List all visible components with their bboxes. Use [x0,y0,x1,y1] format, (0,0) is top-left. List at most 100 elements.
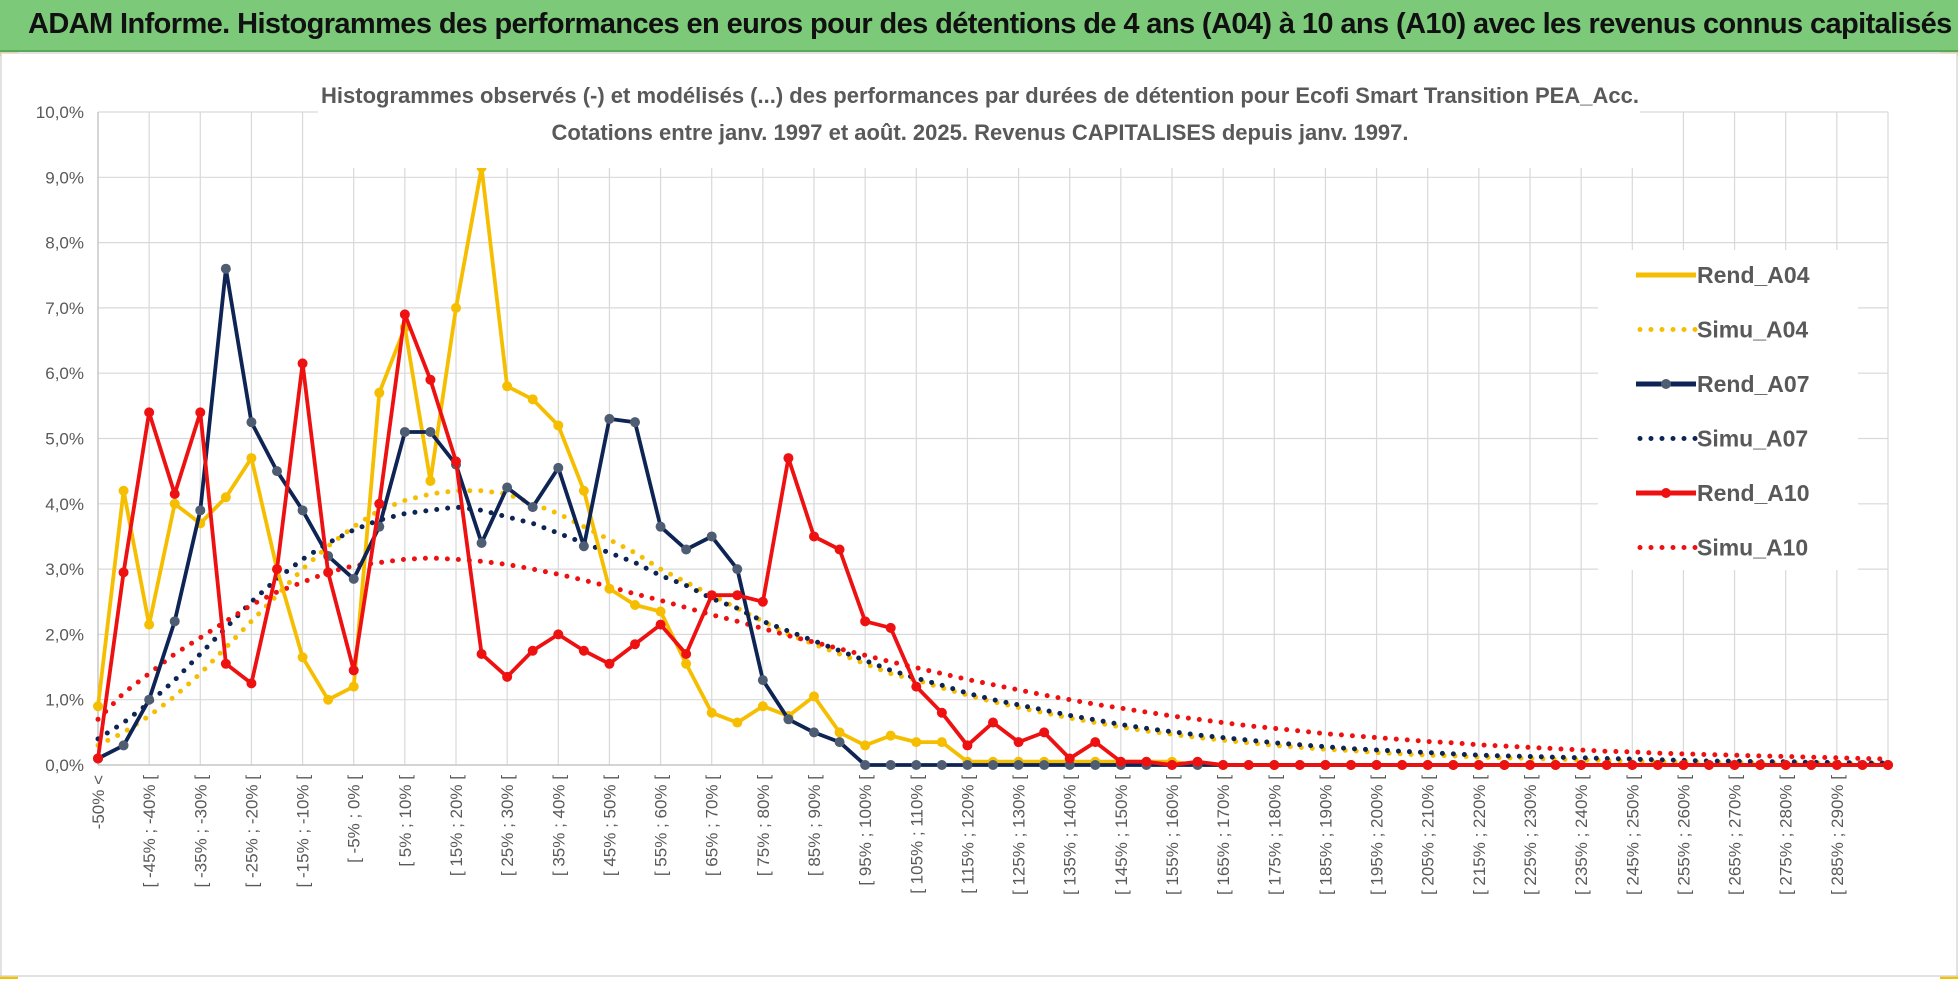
data-point [1831,760,1842,770]
x-tick-label: [ 185% ; 190% [ [1316,775,1335,895]
data-point [630,600,640,611]
legend-box [1598,250,1858,570]
data-point [1857,760,1868,770]
x-tick-label: [ 255% ; 260% [ [1674,775,1693,895]
data-point [425,426,436,437]
x-tick-label: [ 95% ; 100% [ [856,775,875,886]
x-tick-label: -50% < [89,775,108,829]
legend-item-rend_a04: Rend_A04 [1636,262,1810,288]
data-point [220,658,231,669]
data-point [169,616,180,627]
y-axis: 0,0% 1,0% 2,0% 3,0% 4,0% 5,0% 6,0% 7,0% 8,0% 9,0%… [36,103,99,775]
data-point [655,606,666,617]
data-point [578,541,589,552]
legend-label: Simu_A04 [1697,317,1808,343]
data-point [706,531,717,542]
y-tick-label: 10,0% [36,103,84,122]
data-point [553,462,564,473]
y-tick-label: 5,0% [45,430,84,449]
data-point [527,645,538,656]
data-point [655,619,666,630]
data-point [1473,760,1484,770]
x-tick-label: [ 115% ; 120% [ [958,775,977,894]
data-point [860,616,871,627]
legend-label: Rend_A04 [1697,262,1810,288]
histogram-chart: 0,0% 1,0% 2,0% 3,0% 4,0% 5,0% 6,0% 7,0% 8,0% 9,0%… [0,52,1958,977]
series-curve [95,504,1891,766]
data-point [451,302,461,313]
x-tick-label: [ 85% ; 90% [ [805,775,824,876]
y-tick-label: 0,0% [45,756,84,775]
data-point [272,564,282,575]
data-point [1397,760,1408,770]
data-point [1499,760,1510,770]
data-point [144,694,155,705]
data-point [195,407,206,418]
data-point [604,413,615,424]
data-point [1013,760,1024,770]
data-point [1039,727,1050,738]
data-point [1141,756,1152,767]
data-point [988,760,998,770]
data-point [1525,760,1535,770]
x-tick-label: [ 65% ; 70% [ [703,775,722,876]
data-point [553,629,564,640]
corner-mark-bottom-right [1940,975,1958,979]
data-point [604,583,615,594]
x-tick-label: [ 25% ; 30% [ [498,775,517,876]
data-point [502,482,513,493]
data-point [885,730,896,741]
data-point [374,498,385,509]
data-point [1576,760,1587,770]
data-point [246,453,257,464]
x-tick-label: [ -45% ; -40% [ [140,775,159,888]
y-tick-label: 8,0% [45,234,84,253]
title-box [318,74,1640,168]
data-point [809,531,819,542]
data-point [118,740,129,751]
chart-title: Histogrammes observés (-) et modélisés (… [321,83,1639,108]
y-tick-label: 1,0% [45,691,84,710]
data-point [1115,756,1126,767]
legend-label: Rend_A07 [1697,371,1809,397]
data-point [783,453,794,464]
data-point [834,544,845,555]
data-point [476,537,487,548]
gridlines [97,111,1889,766]
x-tick-label: [ -25% ; -20% [ [242,775,261,888]
data-point [1704,760,1714,770]
legend-label: Simu_A07 [1697,426,1808,452]
series-rend_a10 [93,309,1893,770]
x-tick-label: [ 105% ; 110% [ [907,775,926,894]
x-tick-label: [ 265% ; 270% [ [1726,775,1745,895]
data-point [681,544,692,555]
y-tick-label: 9,0% [45,168,84,187]
data-point [860,760,871,770]
data-point [348,681,359,692]
data-point [988,717,998,728]
data-point [911,737,922,748]
data-point [1294,760,1305,770]
legend-item-simu_a04: Simu_A04 [1637,317,1808,343]
data-point [476,648,487,659]
data-point [860,740,871,751]
y-tick-label: 4,0% [45,495,84,514]
x-tick-label: [ -5% ; 0% [ [345,775,364,863]
data-point [1729,760,1740,770]
data-point [527,394,538,405]
data-point [1192,756,1203,767]
data-point [1601,760,1612,770]
data-point [809,727,819,738]
data-point [118,485,129,496]
x-axis: -50% < [ -45% ; -40% [[ -35% ; -30% [[ -2… [89,764,1888,895]
x-tick-label: [ 35% ; 40% [ [549,775,568,876]
legend-item-simu_a10: Simu_A10 [1637,535,1808,561]
data-point [425,475,436,486]
chart-subtitle: Cotations entre janv. 1997 et août. 2025… [551,120,1408,145]
data-point [1320,760,1331,770]
data-point [93,753,103,764]
x-tick-label: [ 135% ; 140% [ [1061,775,1080,895]
data-point [1806,760,1817,770]
report-title: ADAM Informe. Histogrammes des performan… [28,8,1952,40]
series-simu_a07 [95,504,1891,766]
